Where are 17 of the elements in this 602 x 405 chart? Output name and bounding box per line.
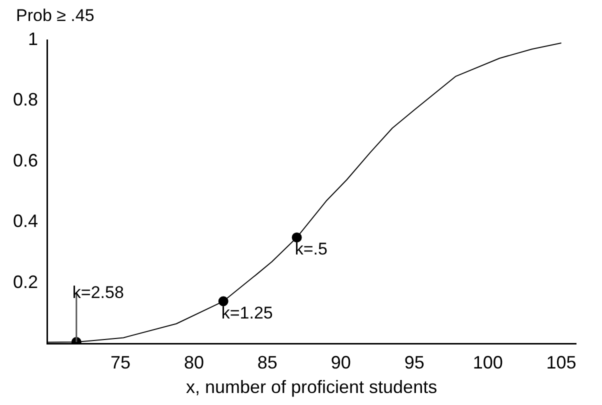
x-tick-label: 90 [330, 352, 351, 373]
x-axis-title: x, number of proficient students [186, 377, 438, 398]
x-tick-label: 95 [404, 352, 424, 373]
x-tick-label: 75 [110, 352, 131, 373]
x-tick-label: 105 [546, 352, 576, 373]
annotation: k=.5 [294, 240, 328, 259]
y-tick-label: 0.8 [12, 90, 38, 110]
annotation: k=2.58 [72, 283, 124, 302]
y-axis-title: Prob ≥ .45 [16, 6, 94, 26]
y-tick-label: 0.6 [12, 150, 38, 170]
y-tick-label: 0.2 [12, 272, 38, 292]
y-tick-label: 1 [28, 28, 38, 49]
y-tick-label: 0.4 [12, 211, 38, 232]
x-tick-label: 85 [257, 352, 278, 373]
annotation: k=1.25 [221, 303, 273, 322]
x-tick-label: 100 [472, 352, 503, 373]
x-tick-label: 80 [184, 352, 204, 373]
